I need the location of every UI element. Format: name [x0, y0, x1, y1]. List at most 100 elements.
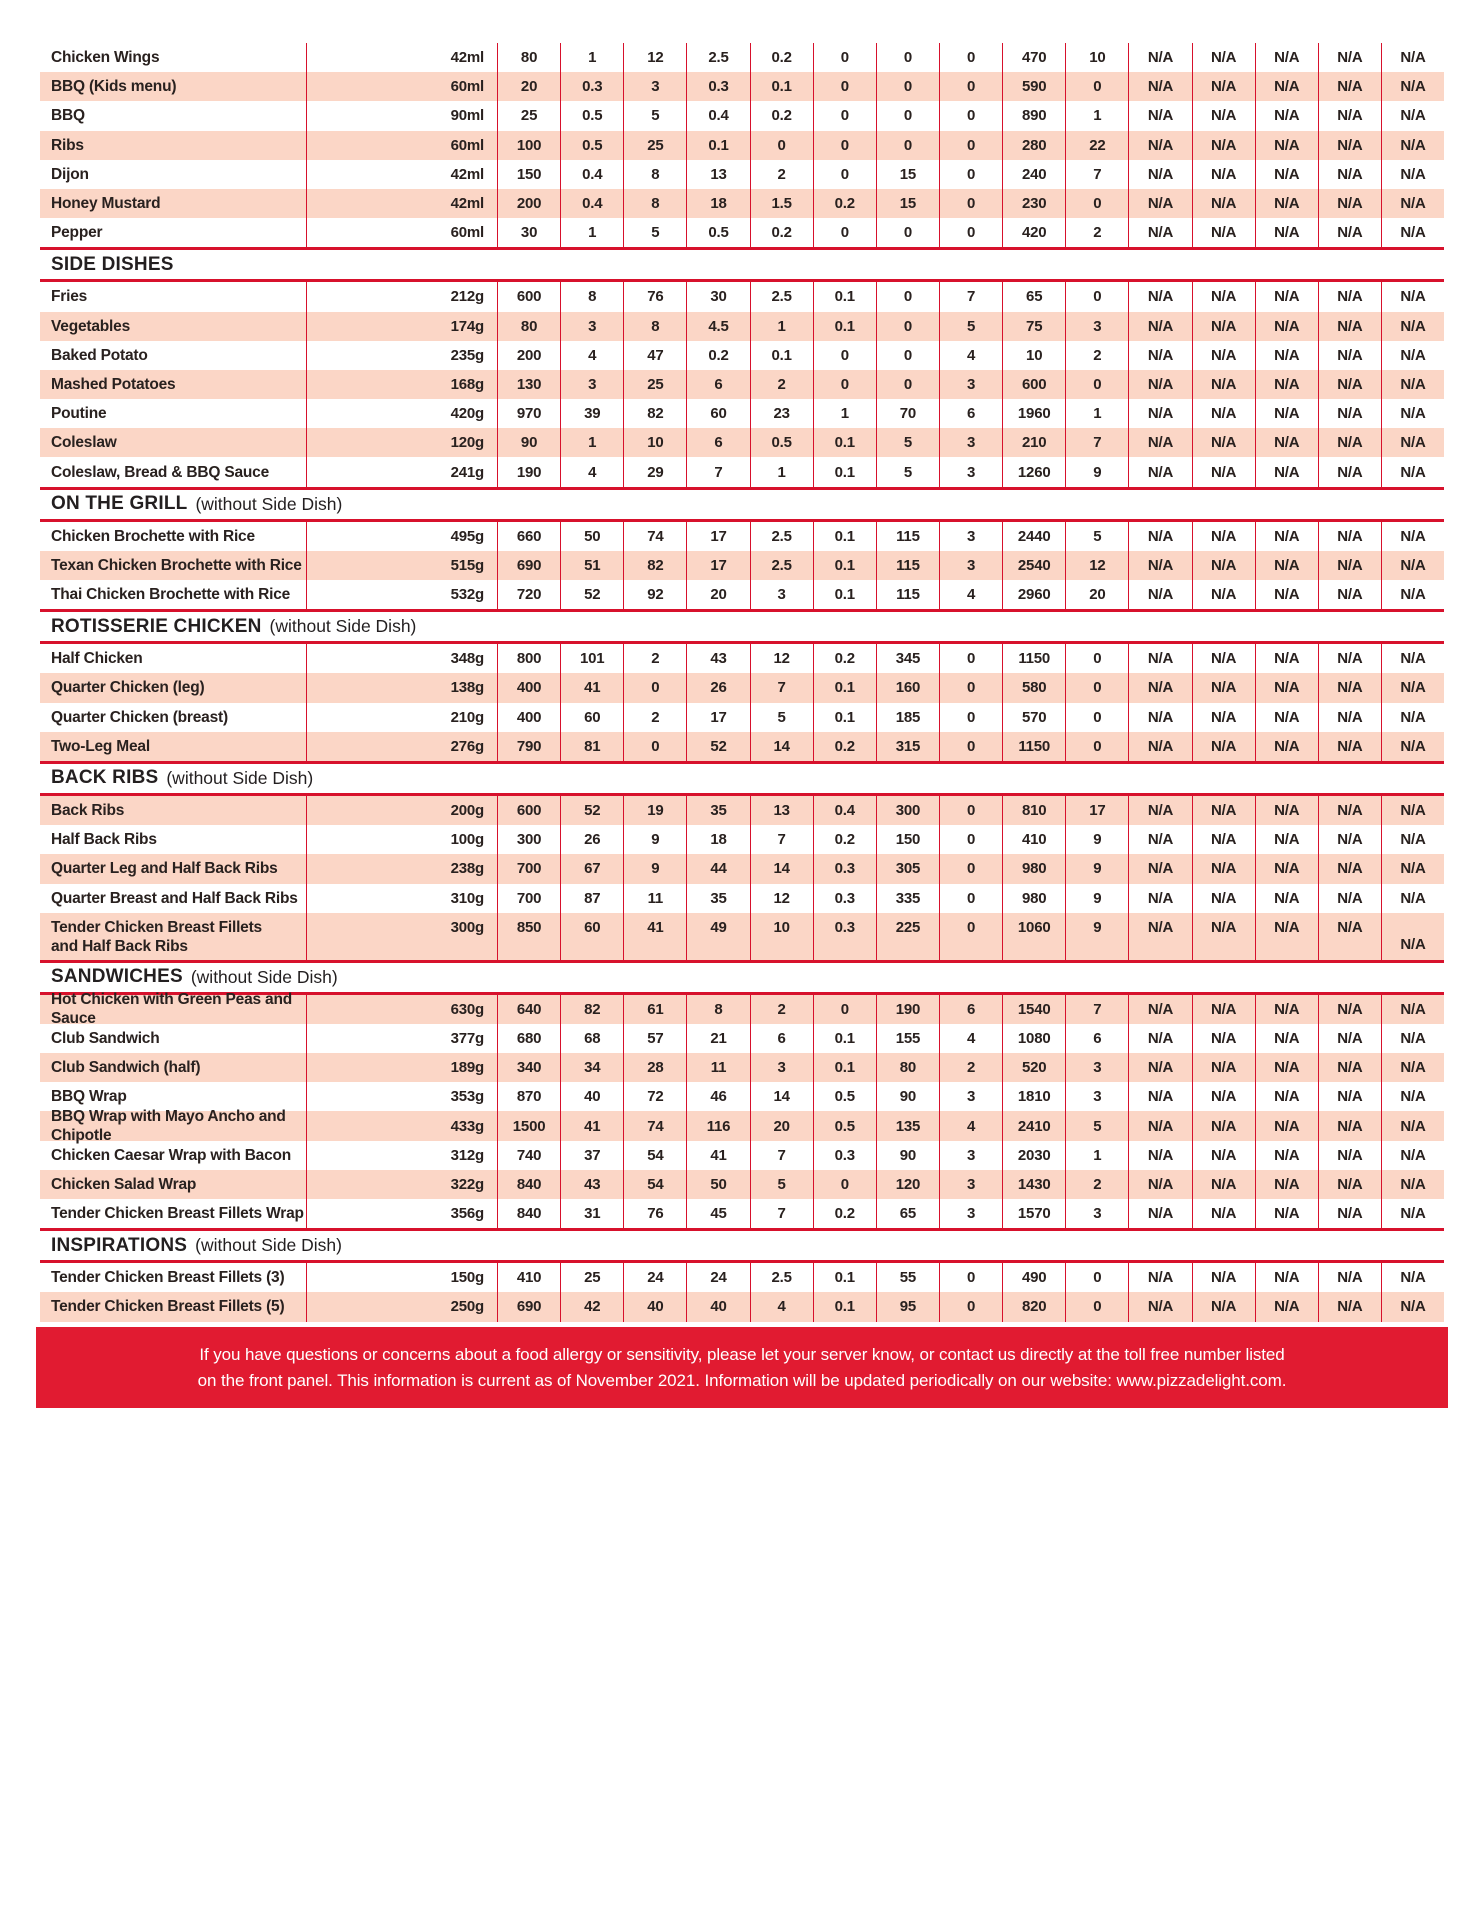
value-cell: N/A	[1317, 1023, 1381, 1054]
value-cell: 520	[1002, 1053, 1065, 1083]
value-cell: 22	[1065, 130, 1128, 160]
value-cell: N/A	[1380, 188, 1444, 219]
value-cell: N/A	[1128, 130, 1191, 160]
value-cell: 7	[749, 1140, 813, 1170]
value-cell: 74	[623, 521, 686, 551]
value-cell: 26	[686, 673, 749, 703]
allergy-notice: If you have questions or concerns about …	[36, 1327, 1448, 1408]
value-cell: N/A	[1380, 702, 1444, 732]
item-name-cell: Chicken Salad Wrap	[51, 1175, 197, 1193]
value-cell: 580	[1002, 673, 1065, 703]
item-name-cell: Quarter Breast and Half Back Ribs	[51, 889, 298, 907]
value-cell: N/A	[1254, 644, 1318, 674]
value-cell: N/A	[1191, 1169, 1255, 1199]
value-cell: 0.5	[812, 1111, 876, 1141]
section-title: SIDE DISHES	[51, 253, 174, 275]
value-cell: 2	[1065, 218, 1128, 248]
value-cell: 600	[497, 282, 560, 312]
value-cell: 0.1	[812, 1053, 876, 1083]
value-cell: 0	[1065, 369, 1128, 400]
value-cell: N/A	[1254, 457, 1318, 487]
item-name-cell: Quarter Chicken (leg)	[51, 679, 205, 697]
value-cell: 3	[1065, 311, 1128, 341]
table-row: Quarter Chicken (breast) 210g 400 60 2 17 5 0.1…	[40, 702, 1444, 732]
value-cell: 0.1	[812, 702, 876, 732]
value-cell: N/A	[1380, 994, 1444, 1024]
item-name-cell: Club Sandwich	[51, 1029, 160, 1047]
value-cell: 0.3	[560, 72, 623, 102]
value-cell: 0	[938, 159, 1002, 189]
value-cell: 0	[938, 702, 1002, 732]
value-cell: 9	[1065, 457, 1128, 487]
table-row: Tender Chicken Breast Fillets and Half Ba…	[40, 912, 1444, 960]
value-cell: 2	[1065, 340, 1128, 370]
value-cell: 81	[560, 731, 623, 761]
value-cell: N/A	[1128, 311, 1191, 341]
serving-size-cell: 353g	[306, 1082, 497, 1112]
serving-size-cell: 60ml	[306, 218, 497, 248]
section-header-text: SIDE DISHES	[40, 250, 1444, 279]
value-cell: 40	[686, 1292, 749, 1322]
value-cell: N/A	[1317, 218, 1381, 248]
value-cell: N/A	[1317, 1111, 1381, 1141]
serving-size-cell: 42ml	[306, 43, 497, 73]
value-cell: N/A	[1254, 825, 1318, 855]
value-cell: 72	[623, 1082, 686, 1112]
value-cell: N/A	[1380, 399, 1444, 429]
value-cell: 13	[749, 795, 813, 826]
value-cell: 0.1	[812, 673, 876, 703]
value-cell: N/A	[1317, 731, 1381, 761]
value-cell: N/A	[1317, 159, 1381, 189]
table-row: Poutine 420g 970 39 82 60 23 1 70 6 1960 1 N/A N/A N/A…	[40, 399, 1444, 429]
section-rule-top	[40, 760, 1444, 764]
value-cell: N/A	[1128, 1169, 1191, 1199]
value-cell: 5	[875, 428, 939, 458]
value-cell: 43	[560, 1169, 623, 1199]
value-cell: 55	[875, 1263, 939, 1293]
value-cell: 8	[686, 994, 749, 1024]
value-cell: 61	[623, 994, 686, 1024]
value-cell: 0.4	[812, 795, 876, 826]
value-cell: 1	[812, 399, 876, 429]
value-cell: N/A	[1128, 1292, 1191, 1322]
value-cell: N/A	[1128, 550, 1191, 580]
value-cell: 6	[1065, 1023, 1128, 1054]
value-cell: 19	[623, 795, 686, 826]
value-cell: N/A	[1128, 159, 1191, 189]
value-cell: N/A	[1128, 1111, 1191, 1141]
serving-size-cell: 42ml	[306, 159, 497, 189]
value-cell: 2	[749, 994, 813, 1024]
section-title: ROTISSERIE CHICKEN	[51, 615, 262, 637]
value-cell: N/A	[1380, 1140, 1444, 1170]
value-cell: 11	[623, 883, 686, 913]
section-rule-bottom	[40, 518, 1444, 522]
value-cell: 0	[749, 130, 813, 160]
value-cell: 52	[686, 731, 749, 761]
value-cell: N/A	[1191, 550, 1255, 580]
value-cell: 0.3	[812, 854, 876, 884]
value-cell: 8	[560, 282, 623, 312]
value-cell: N/A	[1191, 1263, 1255, 1293]
value-cell: N/A	[1317, 340, 1381, 370]
value-cell: 20	[1065, 580, 1128, 610]
value-cell: N/A	[1254, 1199, 1318, 1229]
value-cell: 90	[875, 1140, 939, 1170]
value-cell: N/A	[1380, 43, 1444, 73]
value-cell: N/A	[1380, 457, 1444, 487]
value-cell: 0	[1065, 1263, 1128, 1293]
value-cell: 7	[749, 1199, 813, 1229]
value-cell: 335	[875, 883, 939, 913]
value-cell: 10	[1002, 340, 1065, 370]
value-cell: 300	[875, 795, 939, 826]
serving-size-cell: 150g	[306, 1263, 497, 1293]
value-cell: 4	[938, 1111, 1002, 1141]
table-row: Quarter Breast and Half Back Ribs 310g 700…	[40, 883, 1444, 913]
serving-size-cell: 532g	[306, 580, 497, 610]
value-cell: 1	[1065, 1140, 1128, 1170]
value-cell: 0.5	[812, 1082, 876, 1112]
value-cell: 18	[686, 188, 749, 219]
value-cell: 3	[938, 550, 1002, 580]
value-cell: 0	[875, 43, 939, 73]
value-cell: N/A	[1317, 550, 1381, 580]
